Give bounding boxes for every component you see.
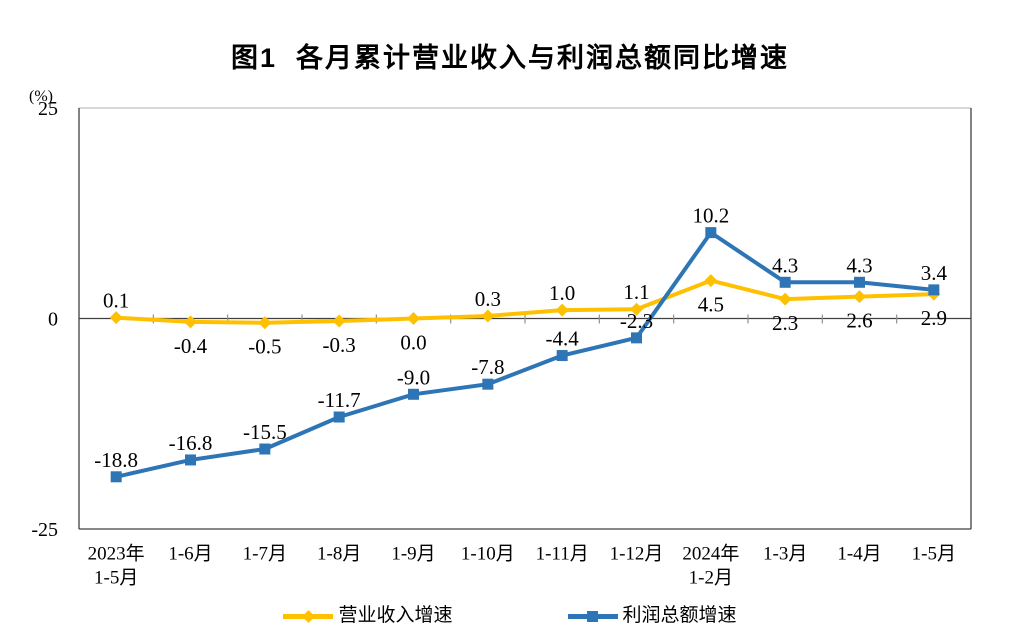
data-point-label: -2.3 bbox=[620, 309, 653, 333]
data-point-marker bbox=[631, 332, 642, 344]
data-point-marker bbox=[258, 316, 272, 330]
data-point-marker bbox=[109, 311, 123, 325]
data-point-label: -0.3 bbox=[323, 333, 356, 357]
x-axis-tick-label: 1-5月 bbox=[94, 568, 138, 589]
data-point-label: -11.7 bbox=[318, 388, 361, 412]
data-point-label: 2.9 bbox=[921, 306, 947, 330]
x-axis-tick-label: 1-5月 bbox=[912, 544, 956, 565]
data-point-marker bbox=[705, 227, 717, 239]
data-point-marker bbox=[408, 388, 419, 400]
data-point-label: -18.8 bbox=[94, 448, 138, 472]
data-point-marker bbox=[259, 443, 271, 455]
square-marker-icon bbox=[586, 611, 598, 622]
data-point-marker bbox=[185, 454, 196, 466]
x-axis-tick-label: 2024年 bbox=[682, 543, 739, 565]
profit-series-swatch bbox=[567, 602, 618, 630]
x-axis-tick-label: 1-8月 bbox=[317, 544, 361, 565]
data-point-label: -9.0 bbox=[397, 365, 430, 389]
x-axis-tick-label: 1-2月 bbox=[689, 568, 733, 589]
x-axis-tick-label: 1-12月 bbox=[610, 544, 664, 565]
data-point-marker bbox=[853, 290, 866, 304]
data-point-label: 1.0 bbox=[549, 281, 575, 305]
y-axis-unit-label: (%) bbox=[29, 88, 53, 105]
chart-title: 图1 各月累计营业收入与利润总额同比增速 bbox=[230, 43, 790, 73]
data-point-marker bbox=[407, 312, 420, 325]
data-point-marker bbox=[332, 314, 346, 328]
chart-legend: 营业收入增速 利润总额增速 bbox=[0, 602, 1020, 630]
data-point-marker bbox=[630, 302, 643, 316]
data-point-label: -0.5 bbox=[248, 335, 281, 359]
data-point-label: 4.3 bbox=[846, 253, 872, 277]
legend-label-revenue: 营业收入增速 bbox=[338, 605, 453, 626]
data-point-label: 0.0 bbox=[400, 331, 426, 355]
data-point-marker bbox=[184, 315, 197, 329]
x-axis-tick-label: 1-3月 bbox=[763, 544, 807, 565]
data-point-label: -7.8 bbox=[471, 355, 504, 379]
series-line bbox=[115, 229, 935, 479]
data-point-marker bbox=[778, 292, 792, 306]
x-axis-tick-label: 1-4月 bbox=[837, 544, 881, 565]
data-point-label: -15.5 bbox=[243, 420, 287, 444]
legend-item-profit-growth: 利润总额增速 bbox=[567, 602, 737, 630]
data-point-marker bbox=[704, 274, 718, 288]
y-axis-tick-label: 0 bbox=[48, 309, 58, 331]
y-axis-tick-label: 25 bbox=[38, 98, 58, 120]
x-axis-tick-label: 1-11月 bbox=[536, 544, 589, 565]
diamond-marker-icon bbox=[302, 610, 316, 623]
data-point-marker bbox=[928, 284, 940, 296]
legend-label-profit: 利润总额增速 bbox=[622, 605, 737, 626]
x-axis-tick-label: 1-6月 bbox=[168, 544, 212, 565]
data-point-label: -0.4 bbox=[174, 334, 208, 358]
x-axis-tick-label: 1-10月 bbox=[461, 544, 515, 565]
data-point-marker bbox=[556, 350, 568, 362]
series-line bbox=[116, 278, 934, 325]
data-point-label: 10.2 bbox=[692, 204, 729, 228]
data-point-label: 1.1 bbox=[623, 280, 649, 304]
data-point-label: 0.3 bbox=[475, 287, 501, 311]
data-point-marker bbox=[779, 276, 791, 288]
data-point-marker bbox=[482, 378, 494, 390]
x-axis-tick-label: 1-7月 bbox=[243, 544, 287, 565]
data-point-marker bbox=[854, 276, 865, 288]
line-chart-canvas: 25 0 -25 (%) 2023年 1-5月 1-6月 1-7月 1-8月 1-9月 1-10月 1… bbox=[29, 88, 972, 589]
data-point-marker bbox=[555, 303, 569, 317]
data-point-marker bbox=[481, 309, 495, 323]
data-point-marker bbox=[333, 411, 345, 423]
legend-item-revenue-growth: 营业收入增速 bbox=[283, 602, 453, 630]
data-point-label: 4.3 bbox=[772, 253, 798, 277]
y-axis-tick-label: -25 bbox=[31, 519, 58, 541]
data-point-label: 0.1 bbox=[103, 289, 129, 313]
data-point-label: -16.8 bbox=[169, 431, 213, 455]
data-point-label: -4.4 bbox=[546, 327, 580, 351]
x-axis-tick-label: 2023年 bbox=[88, 543, 145, 565]
data-point-label: 2.3 bbox=[772, 311, 798, 335]
revenue-series-swatch bbox=[283, 602, 334, 630]
x-axis-tick-label: 1-9月 bbox=[391, 544, 435, 565]
data-point-label: 4.5 bbox=[698, 293, 724, 317]
data-point-marker bbox=[110, 471, 122, 483]
data-point-label: 3.4 bbox=[921, 261, 948, 285]
data-point-label: 2.6 bbox=[846, 309, 872, 333]
